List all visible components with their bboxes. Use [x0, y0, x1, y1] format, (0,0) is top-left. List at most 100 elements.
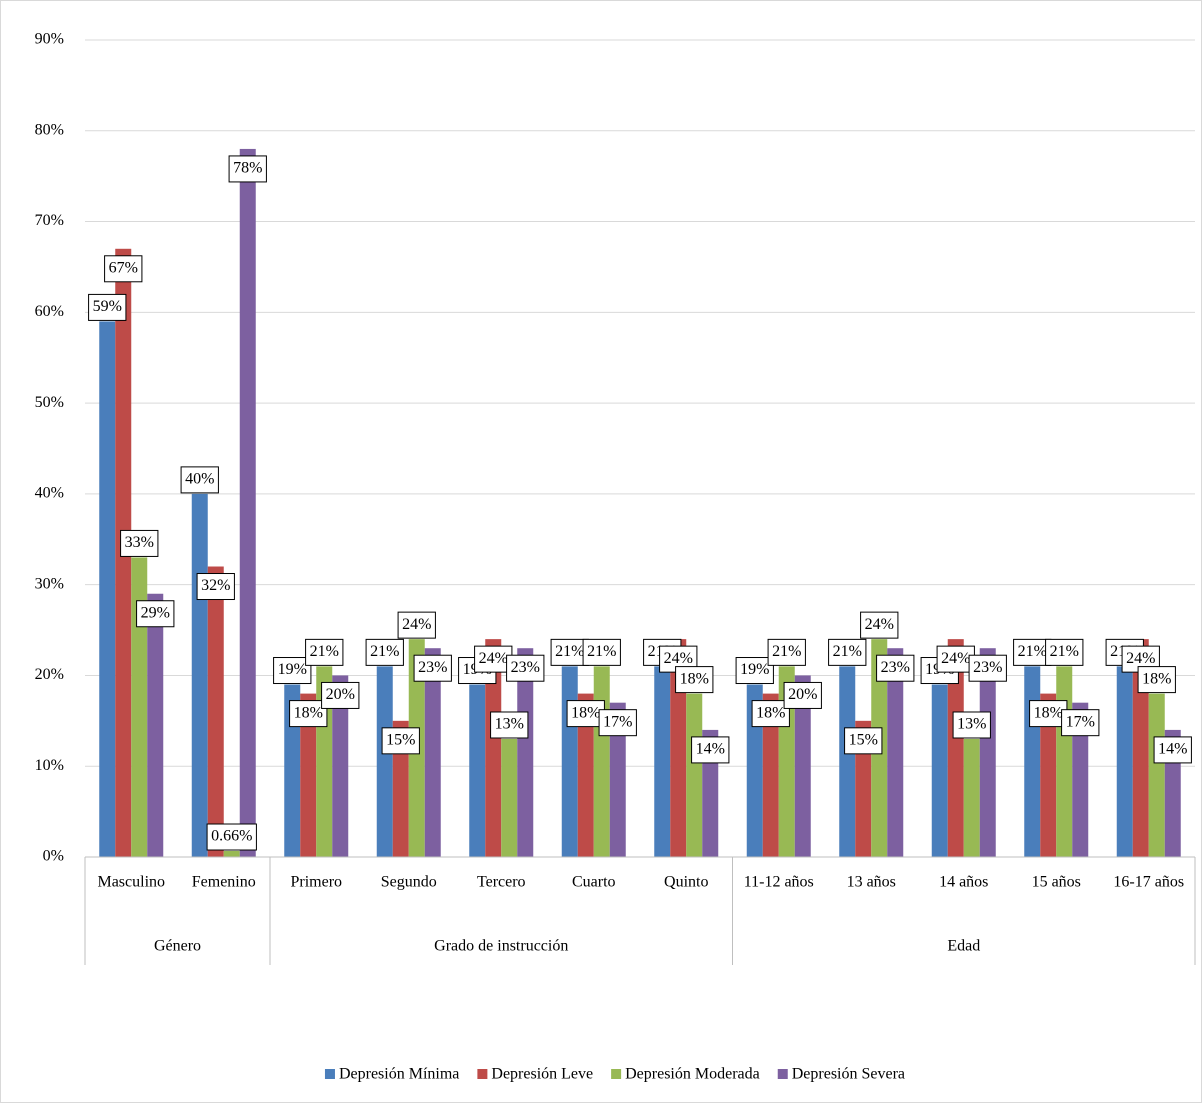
bar — [1148, 693, 1165, 857]
data-label-box — [88, 293, 127, 321]
bar — [147, 593, 164, 857]
data-label-text: 18% — [571, 704, 600, 721]
data-label-text: 21% — [833, 643, 862, 660]
bar — [99, 321, 116, 857]
x-tick-label: Masculino — [97, 874, 165, 891]
data-label-text: 13% — [495, 716, 524, 733]
data-label-box — [1029, 700, 1068, 728]
bar — [963, 738, 980, 857]
data-label-text: 24% — [479, 650, 508, 667]
data-label-box — [936, 645, 975, 673]
data-label-text: 21% — [370, 643, 399, 660]
bar — [839, 666, 856, 857]
data-label-box — [104, 255, 143, 283]
legend-label: Depresión Mínima — [339, 1066, 459, 1083]
y-tick-label: 0% — [43, 848, 64, 865]
data-label-box — [180, 466, 219, 494]
bar — [762, 693, 779, 857]
data-label: 23% — [413, 654, 452, 682]
data-label: 20% — [783, 681, 822, 709]
data-label: 17% — [1061, 709, 1100, 737]
legend-swatch — [611, 1069, 622, 1079]
y-tick-label: 50% — [35, 394, 64, 411]
data-label-text: 23% — [418, 659, 447, 676]
data-label-box — [735, 657, 774, 685]
y-tick-label: 20% — [35, 666, 64, 683]
data-label-box — [566, 700, 605, 728]
data-label-text: 21% — [555, 643, 584, 660]
bar — [332, 675, 349, 857]
data-label-box — [1061, 709, 1100, 737]
data-label-text: 15% — [386, 732, 415, 749]
data-label-box — [413, 654, 452, 682]
data-label-text: 19% — [740, 661, 769, 678]
data-label-box — [1045, 638, 1084, 666]
bar — [501, 738, 518, 857]
data-label-text: 24% — [402, 616, 431, 633]
x-tick-label: Cuarto — [572, 874, 616, 891]
data-label-box — [675, 666, 714, 694]
y-tick-label: 70% — [35, 212, 64, 229]
y-tick-label: 10% — [35, 757, 64, 774]
data-label: 24% — [474, 645, 513, 673]
data-label-box — [876, 654, 915, 682]
bar — [1024, 666, 1041, 857]
x-tick-label: Primero — [290, 874, 342, 891]
bar — [424, 648, 441, 857]
data-label: 21% — [828, 638, 867, 666]
bar — [794, 675, 811, 857]
bar — [947, 639, 964, 857]
bar — [300, 693, 317, 857]
data-label-text: 18% — [1034, 704, 1063, 721]
y-tick-label: 80% — [35, 121, 64, 138]
data-label-text: 23% — [973, 659, 1002, 676]
data-label: 40% — [180, 466, 219, 494]
data-label-text: 32% — [201, 577, 230, 594]
bar — [1116, 666, 1133, 857]
data-label: 21% — [1045, 638, 1084, 666]
bar — [577, 693, 594, 857]
bar — [376, 666, 393, 857]
legend: Depresión Mínima Depresión Leve Depresión … — [324, 1066, 905, 1083]
data-label-text: 59% — [93, 298, 122, 315]
data-label-text: 40% — [185, 471, 214, 488]
data-label-box — [598, 709, 637, 737]
data-label-text: 78% — [233, 160, 262, 177]
bar — [686, 693, 703, 857]
data-label-text: 24% — [664, 650, 693, 667]
legend-swatch — [477, 1069, 488, 1079]
data-label-box — [691, 736, 730, 764]
data-label: 24% — [860, 611, 899, 639]
data-label: 18% — [1137, 666, 1176, 694]
data-label-box — [506, 654, 545, 682]
bar — [979, 648, 996, 857]
data-label-box — [783, 681, 822, 709]
data-label-box — [1153, 736, 1192, 764]
bar — [517, 648, 534, 857]
data-label-text: 67% — [109, 259, 138, 276]
data-label: 21% — [365, 638, 404, 666]
bar — [469, 684, 486, 857]
y-tick-label: 90% — [35, 31, 64, 48]
data-label: 15% — [381, 727, 420, 755]
data-label: 18% — [566, 700, 605, 728]
y-tick-label: 40% — [35, 485, 64, 502]
group-label: Grado de instrucción — [434, 938, 568, 955]
data-label: 13% — [490, 711, 529, 739]
data-label: 78% — [228, 155, 267, 183]
data-label-text: 19% — [278, 661, 307, 678]
x-tick-label: 14 años — [939, 874, 988, 891]
data-label-text: 24% — [941, 650, 970, 667]
data-label: 13% — [952, 711, 991, 739]
data-label-box — [273, 657, 312, 685]
data-label: 19% — [273, 657, 312, 685]
x-tick-label: 16-17 años — [1113, 874, 1184, 891]
data-label: 17% — [598, 709, 637, 737]
data-label: 14% — [691, 736, 730, 764]
data-label-text: 18% — [756, 704, 785, 721]
bar — [855, 720, 872, 857]
data-label-text: 21% — [772, 643, 801, 660]
x-tick-label: Tercero — [477, 874, 526, 891]
legend-swatch — [324, 1069, 335, 1079]
